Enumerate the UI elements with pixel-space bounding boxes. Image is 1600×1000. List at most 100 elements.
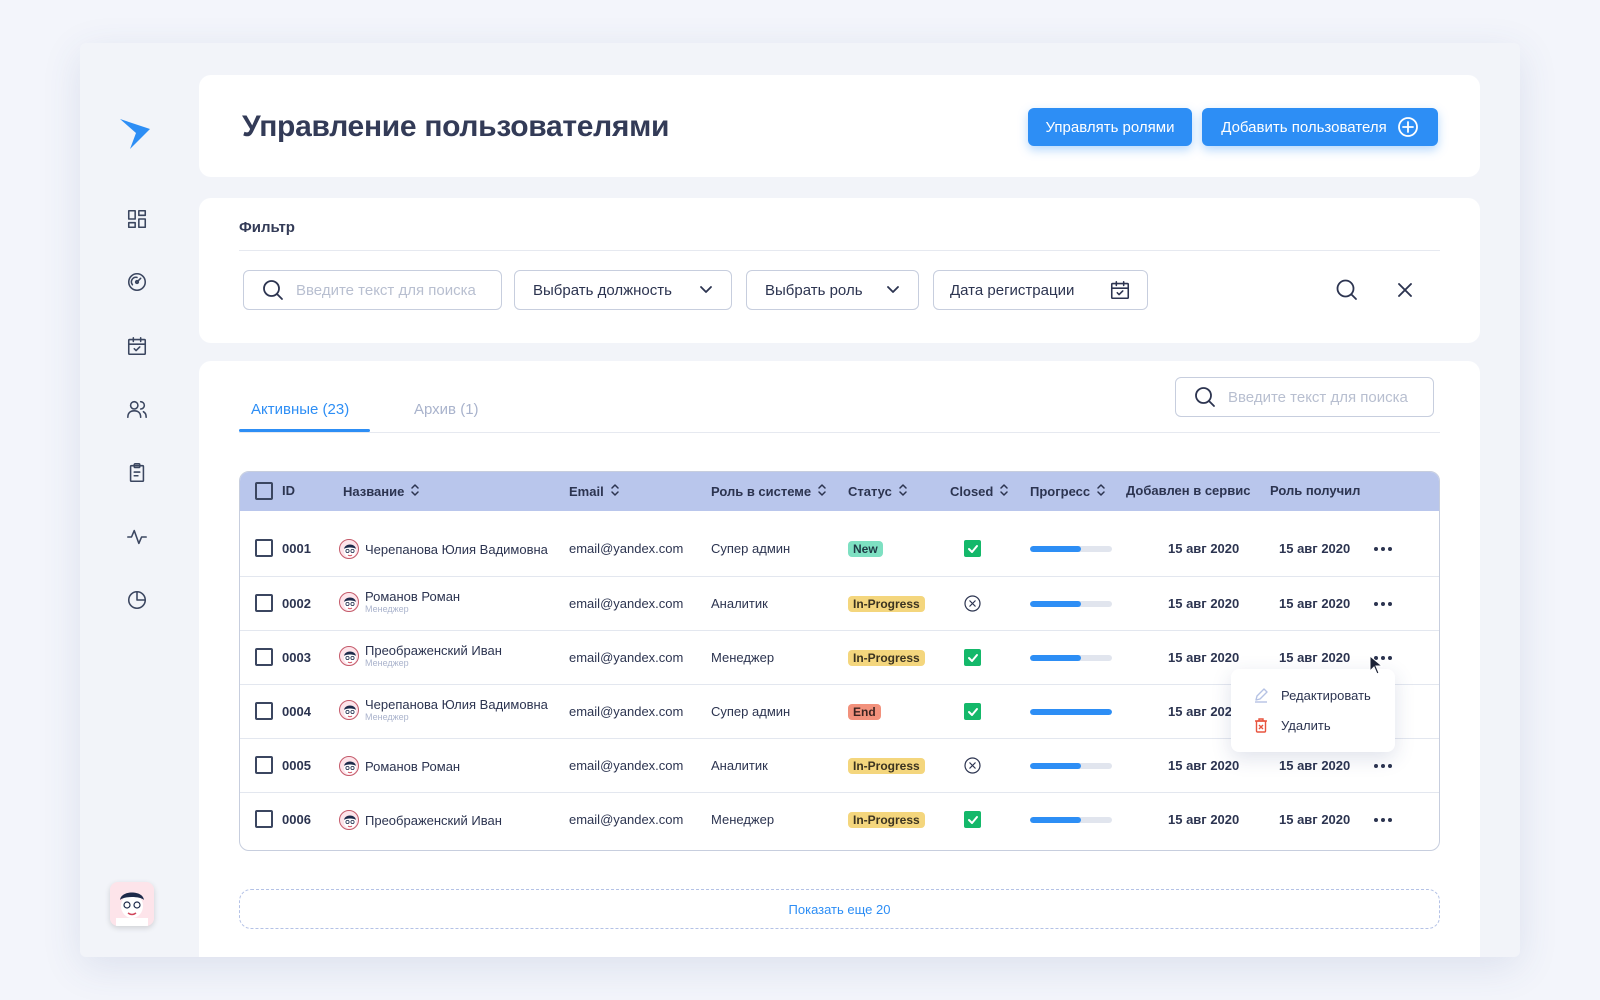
row-more-button[interactable] (1374, 815, 1394, 825)
sort-icon (610, 483, 620, 500)
table-row[interactable]: 0004 Черепанова Юлия Вадимовна Менеджер e… (240, 684, 1439, 738)
row-checkbox[interactable] (255, 810, 273, 828)
row-more-button[interactable] (1374, 544, 1394, 554)
column-header-status[interactable]: Статус (848, 483, 908, 500)
column-header-name[interactable]: Название (343, 483, 420, 500)
role-select-label: Выбрать роль (765, 281, 863, 299)
role-received-date: 15 авг 2020 (1279, 541, 1351, 556)
row-more-button[interactable] (1374, 599, 1394, 609)
role-select[interactable]: Выбрать роль (746, 270, 919, 310)
table-row[interactable]: 0006 Преображенский Иван email@yandex.co… (240, 792, 1439, 846)
edit-menu-item[interactable]: Редактировать (1253, 687, 1371, 703)
avatar (339, 810, 359, 830)
column-role-label: Роль в системе (711, 484, 812, 499)
show-more-button[interactable]: Показать еще 20 (239, 889, 1440, 929)
filter-search-input[interactable]: Введите текст для поиска (243, 270, 502, 310)
chevron-down-icon (700, 286, 712, 293)
registration-date-picker[interactable]: Дата регистрации (933, 270, 1148, 310)
search-icon[interactable] (1335, 278, 1359, 302)
row-id: 0002 (282, 596, 311, 611)
column-header-closed[interactable]: Closed (950, 483, 1009, 500)
closed-x-icon[interactable] (964, 595, 981, 612)
added-date: 15 авг 2020 (1168, 650, 1240, 665)
delete-label: Удалить (1281, 717, 1331, 733)
sort-icon (1096, 483, 1106, 500)
user-role: Аналитик (711, 758, 768, 773)
user-name-cell[interactable]: Преображенский Иван (339, 810, 502, 830)
closed-checkbox-checked[interactable] (964, 703, 981, 720)
filter-divider (239, 250, 1440, 251)
added-date: 15 авг 2020 (1168, 596, 1240, 611)
logo-icon[interactable] (118, 113, 154, 149)
activity-icon[interactable] (125, 525, 149, 549)
user-name: Преображенский Иван (365, 812, 502, 828)
column-status-label: Статус (848, 484, 892, 499)
avatar (339, 645, 359, 666)
dashboard-icon[interactable] (125, 207, 149, 231)
column-header-role-received[interactable]: Роль получил (1270, 483, 1360, 498)
row-checkbox[interactable] (255, 648, 273, 666)
row-id: 0006 (282, 812, 311, 827)
status-badge: In-Progress (848, 758, 925, 774)
table-search-input[interactable]: Введите текст для поиска (1175, 377, 1434, 417)
user-role: Супер админ (711, 704, 791, 719)
users-table-card: Активные (23) Архив (1) Введите текст дл… (199, 361, 1480, 957)
progress-fill (1030, 709, 1112, 715)
calendar-check-icon[interactable] (125, 334, 149, 358)
user-position: Менеджер (365, 658, 409, 668)
manage-roles-button[interactable]: Управлять ролями (1028, 108, 1192, 146)
closed-checkbox-checked[interactable] (964, 540, 981, 557)
role-received-date: 15 авг 2020 (1279, 650, 1351, 665)
close-icon[interactable] (1394, 279, 1416, 301)
speedometer-icon[interactable] (125, 270, 149, 294)
table-row[interactable]: 0005 Романов Роман email@yandex.com Анал… (240, 738, 1439, 792)
progress-bar (1030, 817, 1112, 823)
user-email: email@yandex.com (569, 704, 684, 719)
delete-menu-item[interactable]: Удалить (1253, 717, 1331, 733)
closed-x-icon[interactable] (964, 757, 981, 774)
tab-archive[interactable]: Архив (1) (414, 401, 479, 418)
tab-active[interactable]: Активные (23) (251, 401, 350, 418)
column-header-role[interactable]: Роль в системе (711, 483, 827, 500)
column-header-email[interactable]: Email (569, 483, 620, 500)
user-name-cell[interactable]: Романов Роман Менеджер (339, 589, 460, 614)
select-all-checkbox[interactable] (255, 482, 273, 500)
user-role: Аналитик (711, 596, 768, 611)
row-more-button[interactable] (1374, 761, 1394, 771)
added-date: 15 авг 2020 (1168, 704, 1240, 719)
user-name-cell[interactable]: Черепанова Юлия Вадимовна (339, 539, 548, 559)
table-row[interactable]: 0002 Романов Роман Менеджер email@yandex.… (240, 576, 1439, 630)
sort-icon (817, 483, 827, 500)
row-checkbox[interactable] (255, 756, 273, 774)
row-checkbox[interactable] (255, 702, 273, 720)
pie-chart-icon[interactable] (125, 588, 149, 612)
status-badge: New (848, 541, 883, 557)
manage-roles-label: Управлять ролями (1045, 118, 1175, 136)
user-name-cell[interactable]: Черепанова Юлия Вадимовна Менеджер (339, 697, 548, 722)
avatar (339, 539, 359, 559)
user-avatar[interactable] (110, 882, 154, 926)
column-header-progress[interactable]: Прогресс (1030, 483, 1106, 500)
row-more-button[interactable] (1374, 653, 1394, 663)
closed-checkbox-checked[interactable] (964, 649, 981, 666)
closed-checkbox-checked[interactable] (964, 811, 981, 828)
add-user-button[interactable]: Добавить пользователя (1202, 108, 1438, 146)
table-row[interactable]: 0001 Черепанова Юлия Вадимовна email@yan… (240, 522, 1439, 576)
users-icon[interactable] (125, 397, 149, 421)
table-row[interactable]: 0003 Преображенский Иван Менеджер email@y… (240, 630, 1439, 684)
user-name-cell[interactable]: Романов Роман (339, 756, 460, 776)
clipboard-icon[interactable] (125, 461, 149, 485)
chevron-down-icon (887, 286, 899, 293)
user-position: Менеджер (365, 712, 409, 722)
search-icon (263, 280, 283, 300)
column-header-id[interactable]: ID (282, 483, 295, 498)
row-checkbox[interactable] (255, 539, 273, 557)
column-closed-label: Closed (950, 484, 994, 499)
progress-fill (1030, 763, 1081, 769)
search-icon (1195, 387, 1215, 407)
filter-title: Фильтр (239, 219, 295, 236)
column-header-added[interactable]: Добавлен в сервис (1126, 483, 1250, 498)
position-select[interactable]: Выбрать должность (514, 270, 732, 310)
row-checkbox[interactable] (255, 594, 273, 612)
user-name-cell[interactable]: Преображенский Иван Менеджер (339, 643, 502, 668)
